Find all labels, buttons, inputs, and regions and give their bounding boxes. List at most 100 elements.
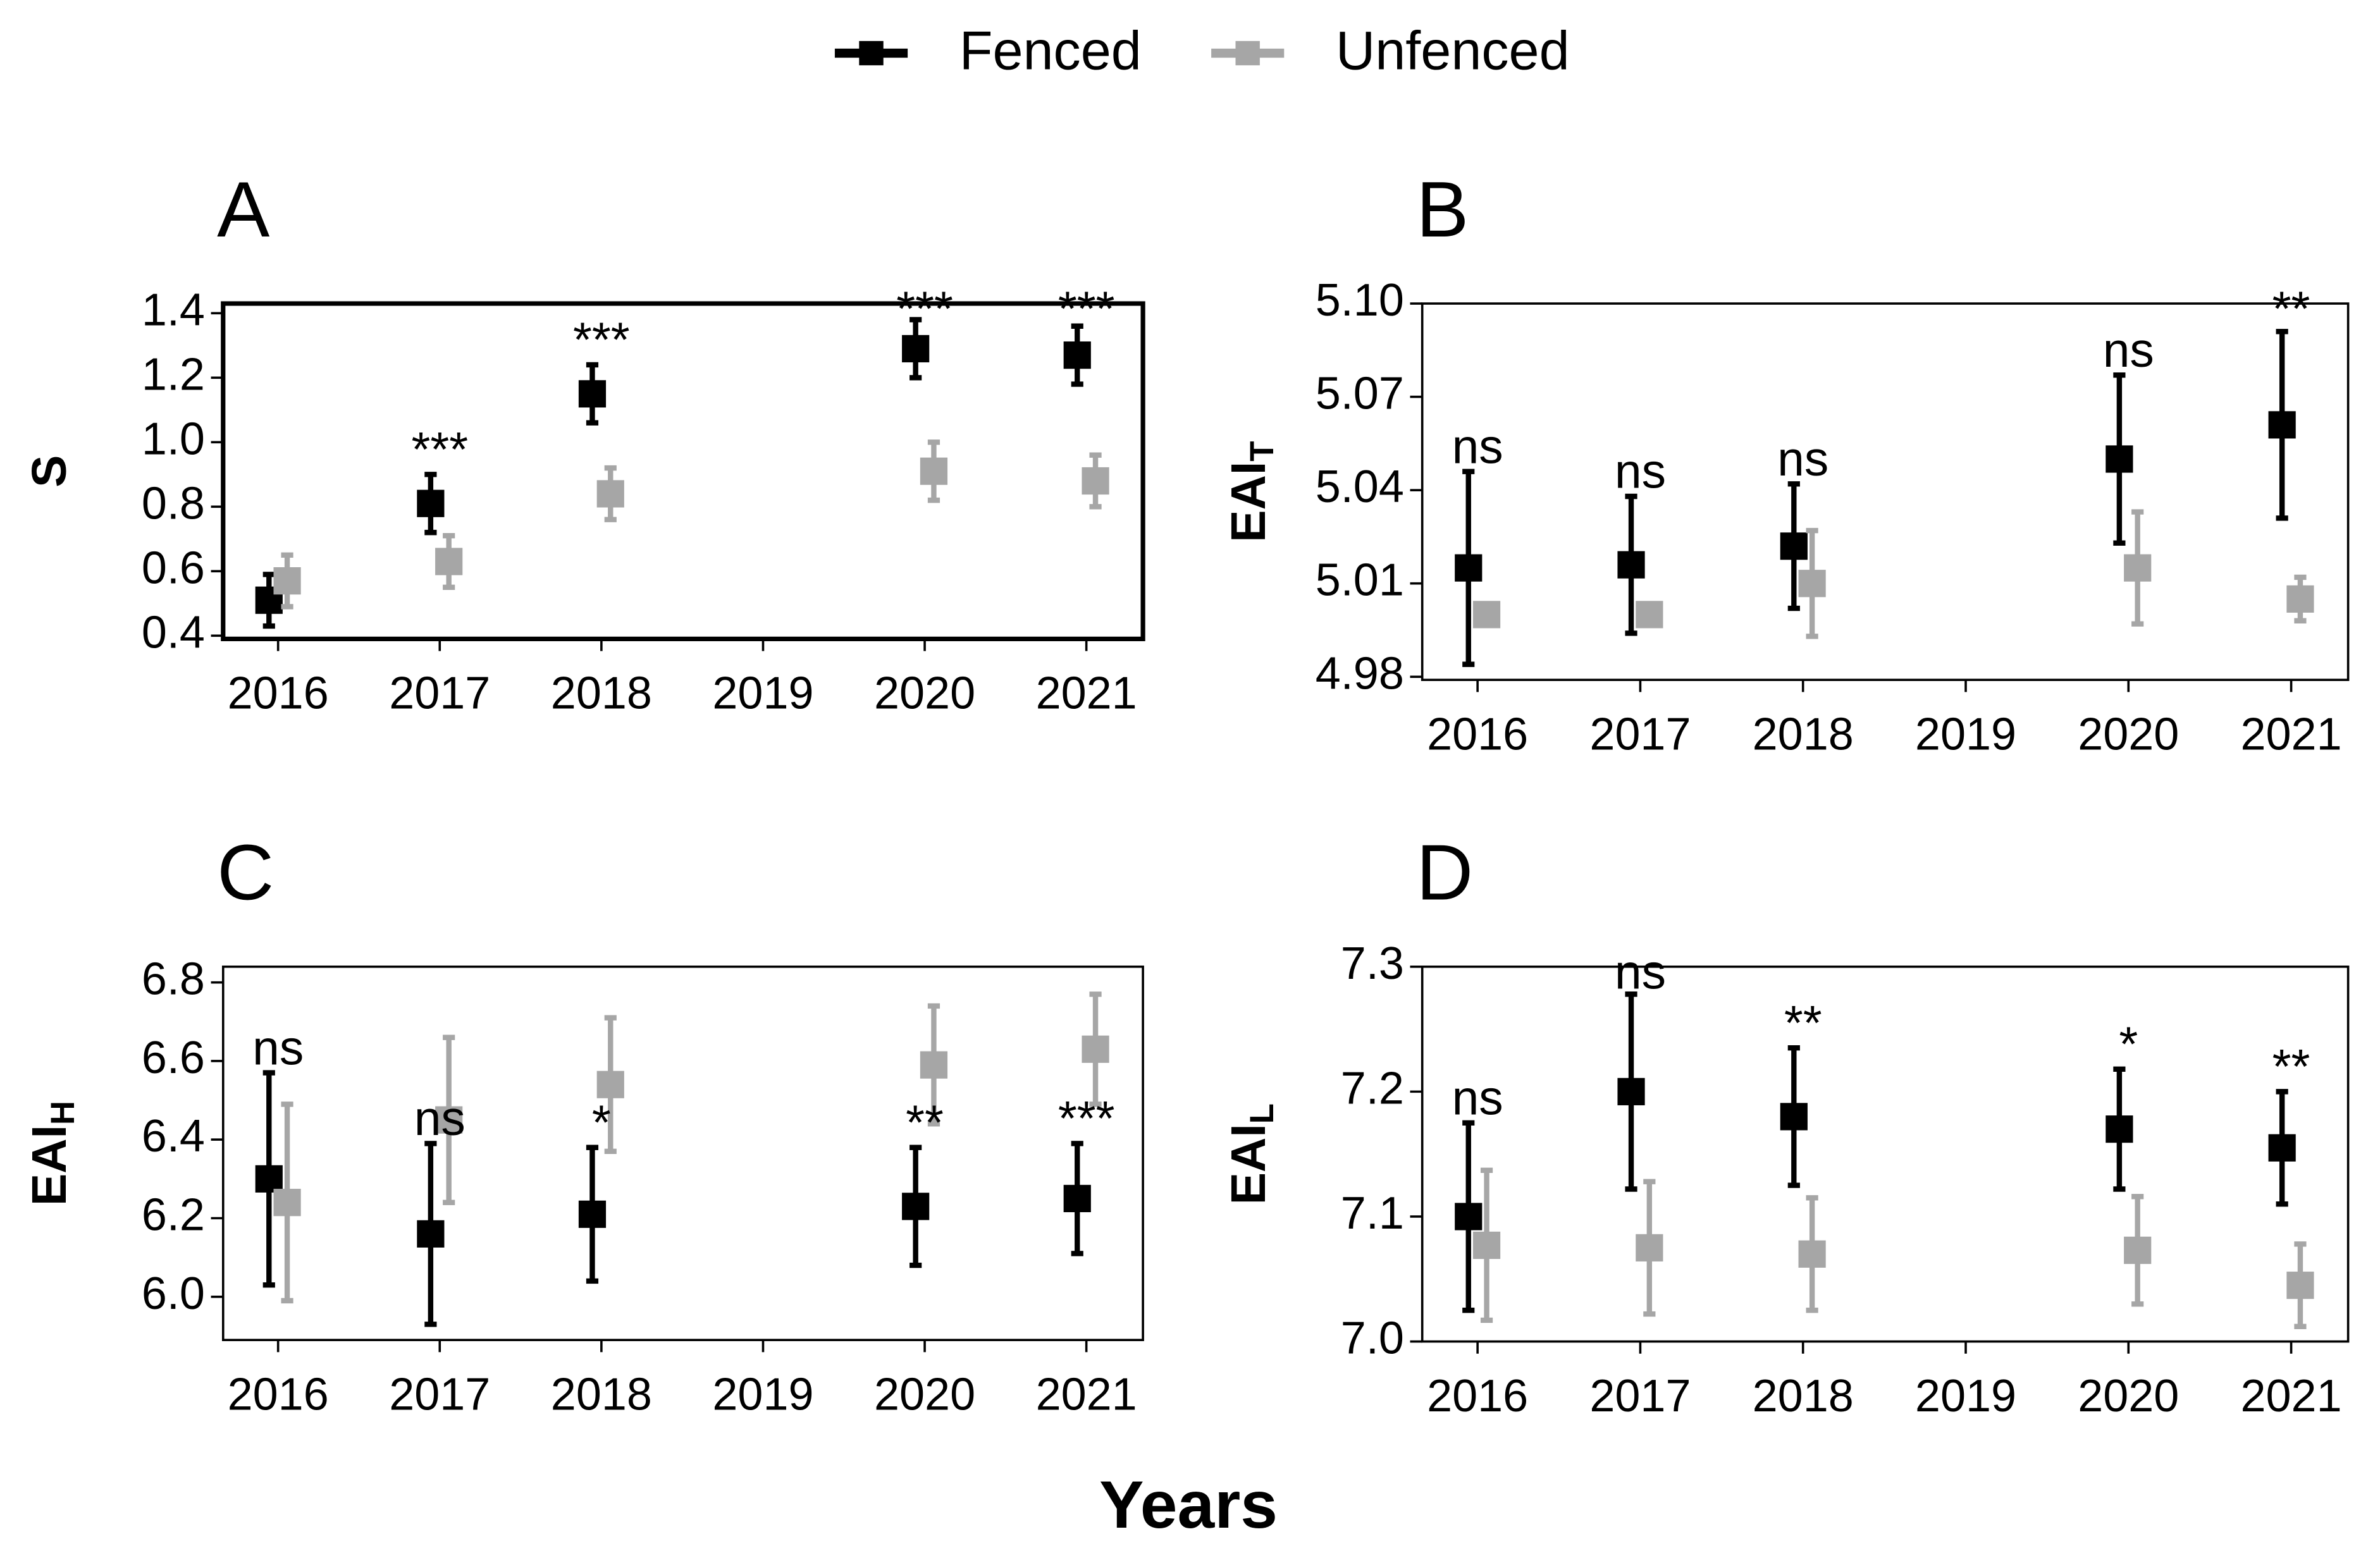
x-tick-label: 2021 — [2240, 1371, 2341, 1421]
x-tick-label: 2016 — [1427, 709, 1528, 759]
significance-label: *** — [1058, 282, 1115, 336]
significance-label: ns — [1777, 432, 1828, 486]
point — [1472, 601, 1501, 629]
x-tick-label: 2018 — [551, 668, 652, 719]
plot-frame — [221, 965, 1144, 1341]
y-tick-label: 7.3 — [1341, 938, 1404, 989]
plot-frame — [221, 301, 1145, 642]
x-tick-label: 2019 — [712, 1369, 813, 1420]
panel-letter: B — [1416, 166, 1469, 254]
y-tick-label: 5.01 — [1316, 555, 1404, 606]
x-tick-label: 2017 — [1589, 709, 1691, 759]
x-tick-label: 2016 — [1427, 1371, 1528, 1421]
y-axis-label: EAIH — [22, 1101, 82, 1206]
x-tick-label: 2021 — [2240, 709, 2341, 759]
significance-label: * — [2119, 1017, 2138, 1071]
x-tick-label: 2019 — [1915, 1371, 2016, 1421]
y-tick-label: 6.6 — [142, 1033, 205, 1083]
point — [1617, 551, 1645, 579]
point — [596, 480, 624, 508]
point — [255, 1165, 283, 1193]
point — [578, 1200, 607, 1228]
point — [2124, 1236, 2152, 1264]
significance-label: ** — [2272, 282, 2310, 336]
point — [417, 1220, 445, 1248]
significance-label: *** — [1058, 1091, 1115, 1146]
x-tick-label: 2020 — [874, 668, 975, 719]
x-tick-label: 2018 — [1753, 1371, 1854, 1421]
y-tick-label: 5.07 — [1316, 369, 1404, 419]
x-tick-label: 2020 — [2078, 709, 2179, 759]
point — [435, 1106, 463, 1134]
y-tick-label: 7.0 — [1341, 1313, 1404, 1364]
x-tick-label: 2016 — [228, 668, 329, 719]
x-tick-label: 2016 — [228, 1369, 329, 1420]
panel-letter: A — [217, 166, 269, 254]
point — [417, 489, 445, 517]
y-axis-label: EAIL — [1221, 1103, 1281, 1205]
x-tick-label: 2020 — [874, 1369, 975, 1420]
legend-label: Fenced — [959, 20, 1142, 81]
significance-label: ns — [1452, 419, 1503, 474]
panel-letter: D — [1416, 829, 1473, 917]
significance-label: ns — [1452, 1071, 1503, 1125]
y-tick-label: 1.4 — [142, 285, 205, 335]
x-axis-label: Years — [1099, 1468, 1278, 1542]
significance-label: ** — [2272, 1040, 2310, 1094]
significance-label: * — [592, 1095, 611, 1150]
point — [1617, 1077, 1645, 1105]
point — [1082, 467, 1109, 495]
point — [902, 334, 930, 363]
plot-frame — [1421, 302, 2350, 682]
point — [273, 567, 301, 595]
x-tick-label: 2020 — [2078, 1371, 2179, 1421]
point — [2286, 585, 2314, 613]
point — [1798, 570, 1826, 598]
y-tick-label: 6.8 — [142, 954, 205, 1005]
y-tick-label: 5.04 — [1316, 462, 1404, 512]
y-tick-label: 0.8 — [142, 478, 205, 529]
y-axis-label: S — [22, 455, 77, 488]
point — [902, 1193, 930, 1220]
y-tick-label: 5.10 — [1316, 275, 1404, 326]
x-tick-label: 2017 — [389, 668, 490, 719]
point — [920, 457, 948, 485]
point — [1455, 554, 1483, 582]
significance-label: ** — [1784, 996, 1822, 1050]
significance-label: ns — [1615, 945, 1666, 999]
point — [1780, 1103, 1808, 1131]
point — [1082, 1035, 1109, 1063]
point — [1780, 532, 1808, 560]
x-tick-label: 2018 — [1753, 709, 1854, 759]
y-tick-label: 7.2 — [1341, 1063, 1404, 1114]
significance-label: ** — [906, 1095, 944, 1150]
y-tick-label: 6.4 — [142, 1111, 205, 1162]
point — [1063, 341, 1091, 369]
x-tick-label: 2019 — [1915, 709, 2016, 759]
significance-label: *** — [411, 422, 468, 477]
x-tick-label: 2018 — [551, 1369, 652, 1420]
point — [2124, 554, 2152, 582]
y-axis-label: EAIT — [1221, 441, 1281, 542]
point — [2106, 1115, 2133, 1143]
y-tick-label: 7.1 — [1341, 1188, 1404, 1239]
point — [1455, 1203, 1483, 1231]
point — [2106, 445, 2133, 473]
point — [1472, 1231, 1501, 1260]
y-axis-label-sub: H — [44, 1101, 82, 1125]
point — [435, 548, 463, 575]
y-axis-label-main: S — [22, 455, 77, 488]
significance-label: ns — [414, 1091, 466, 1146]
y-tick-label: 0.6 — [142, 543, 205, 593]
significance-label: ns — [1615, 445, 1666, 499]
point — [596, 1071, 624, 1098]
y-axis-label-main: EAI — [22, 1125, 77, 1206]
y-tick-label: 4.98 — [1316, 648, 1404, 699]
legend-label: Unfenced — [1336, 20, 1570, 81]
panel-letter: C — [217, 829, 274, 917]
significance-label: *** — [573, 313, 630, 367]
significance-label: ns — [252, 1021, 304, 1075]
y-tick-label: 1.0 — [142, 414, 205, 464]
point — [2268, 411, 2296, 439]
